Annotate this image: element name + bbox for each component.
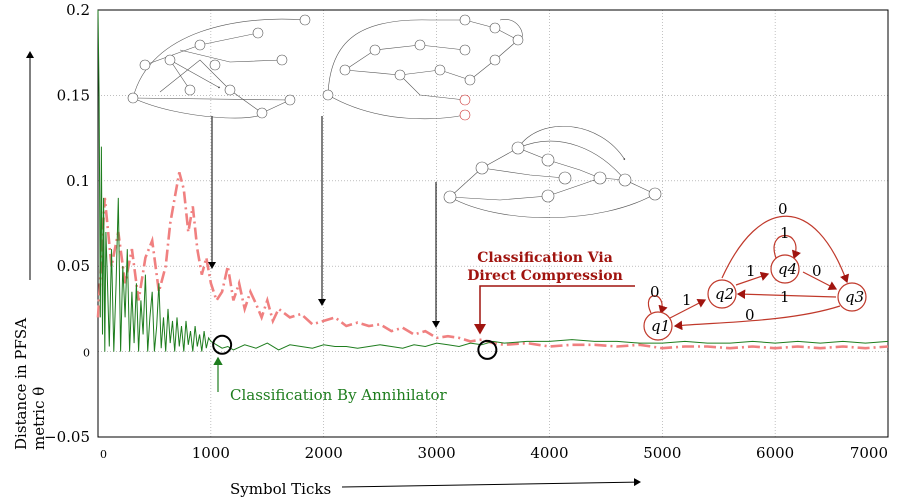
y-axis-label-line2: metric θ <box>30 387 48 450</box>
annotation-annihilator: Classification By Annihilator <box>230 386 448 404</box>
pfsa-edge-q1-self <box>648 295 668 315</box>
pfsa-edge-label-q3-q1: 0 <box>745 306 755 324</box>
pfsa-inset-2 <box>322 14 524 121</box>
y-axis-label-line1: Distance in PFSA <box>12 318 30 450</box>
x-tick-label: 4000 <box>530 444 568 462</box>
y-tick-label: 0.05 <box>57 257 90 275</box>
pfsa-edge-label-q3-q2: 1 <box>780 288 790 306</box>
x-tick-label: 1000 <box>192 444 230 462</box>
pfsa-edge-label-q1-q2: 1 <box>682 291 692 309</box>
annotation-compression-line2: Direct Compression <box>467 268 623 284</box>
pfsa-label-q3: q3 <box>845 288 864 306</box>
pfsa-edge-q2-q3 <box>721 215 850 284</box>
pfsa-edge-q4-self <box>773 235 801 260</box>
annihilator-point-marker <box>212 334 233 355</box>
x-tick-label: 7000 <box>850 444 888 462</box>
pfsa-edge-q3-q2 <box>736 289 837 300</box>
axis-ticks: 0 1000 2000 3000 4000 5000 6000 7000−0.0500.050… <box>44 1 888 462</box>
pfsa-edge-label-q4-q3: 0 <box>812 262 822 280</box>
pfsa-inset-1 <box>127 14 311 119</box>
compression-point-marker <box>477 339 498 360</box>
pfsa-state-q4 <box>770 254 800 284</box>
pfsa-edge-label-q1-self: 0 <box>650 283 660 301</box>
pfsa-edge-q3-q1 <box>673 305 841 331</box>
pfsa-label-q1: q1 <box>651 317 670 335</box>
annotation-compression-line1: Classification Via <box>477 250 613 266</box>
grid-lines <box>98 10 888 437</box>
series-annihilator <box>97 9 889 352</box>
x-tick-label: 5000 <box>643 444 681 462</box>
y-tick-label: 0 <box>83 347 90 360</box>
x-tick-label: 3000 <box>417 444 455 462</box>
pfsa-diagram: q1 q2 q4 q3 0 1 1 1 0 1 0 0 <box>643 200 867 341</box>
x-axis-arrow <box>341 478 641 488</box>
pfsa-edge-label-q4-self: 1 <box>780 224 790 242</box>
pfsa-edge-label-q2-q3: 0 <box>778 200 788 218</box>
y-tick-label: 0.2 <box>66 1 90 19</box>
series-direct-compression <box>96 171 889 350</box>
pfsa-state-q3 <box>837 282 867 312</box>
pfsa-label-q2: q2 <box>715 285 734 303</box>
pfsa-state-q2 <box>707 279 737 309</box>
pfsa-edge-q4-q3 <box>802 271 838 290</box>
pfsa-inset-3 <box>443 125 662 218</box>
pfsa-label-q4: q4 <box>778 260 797 278</box>
x-axis-label: Symbol Ticks <box>230 480 331 498</box>
pfsa-edge-label-q2-q4: 1 <box>746 262 756 280</box>
x-tick-label: 2000 <box>305 444 343 462</box>
y-tick-label: −0.05 <box>44 428 90 446</box>
pfsa-edge-q2-q4 <box>735 271 770 286</box>
x-tick-label: 0 <box>100 448 107 461</box>
x-tick-label: 6000 <box>756 444 794 462</box>
pfsa-edge-q1-q2 <box>669 299 707 319</box>
y-tick-label: 0.1 <box>66 172 90 190</box>
pfsa-state-q1 <box>643 311 673 341</box>
annotation-compression-arrow <box>474 285 635 335</box>
y-tick-label: 0.15 <box>57 86 90 104</box>
plot-frame <box>97 9 889 438</box>
